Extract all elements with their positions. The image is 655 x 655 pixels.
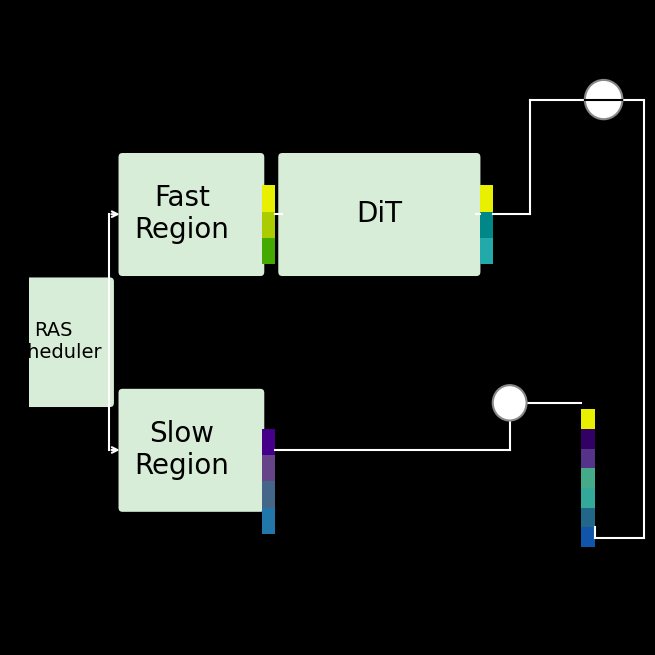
Bar <box>581 449 595 468</box>
FancyBboxPatch shape <box>0 276 115 408</box>
Bar <box>581 409 595 429</box>
Bar <box>261 212 275 238</box>
Bar <box>261 481 275 508</box>
Bar <box>479 185 493 212</box>
FancyBboxPatch shape <box>277 152 481 277</box>
Circle shape <box>585 80 622 119</box>
Bar <box>261 508 275 534</box>
Bar <box>581 429 595 449</box>
Text: Fast
Region: Fast Region <box>134 184 229 244</box>
FancyBboxPatch shape <box>117 388 265 513</box>
Bar <box>479 238 493 264</box>
Bar <box>581 488 595 508</box>
Bar <box>261 429 275 455</box>
Bar <box>581 527 595 547</box>
Bar <box>261 238 275 264</box>
FancyBboxPatch shape <box>117 152 265 277</box>
Bar <box>581 508 595 527</box>
Bar <box>261 455 275 481</box>
Text: Slow
Region: Slow Region <box>134 420 229 480</box>
Bar <box>261 185 275 212</box>
Text: RAS
Scheduler: RAS Scheduler <box>5 322 102 362</box>
Text: DiT: DiT <box>356 200 402 228</box>
Bar <box>581 468 595 488</box>
Circle shape <box>493 385 527 421</box>
Bar <box>479 212 493 238</box>
